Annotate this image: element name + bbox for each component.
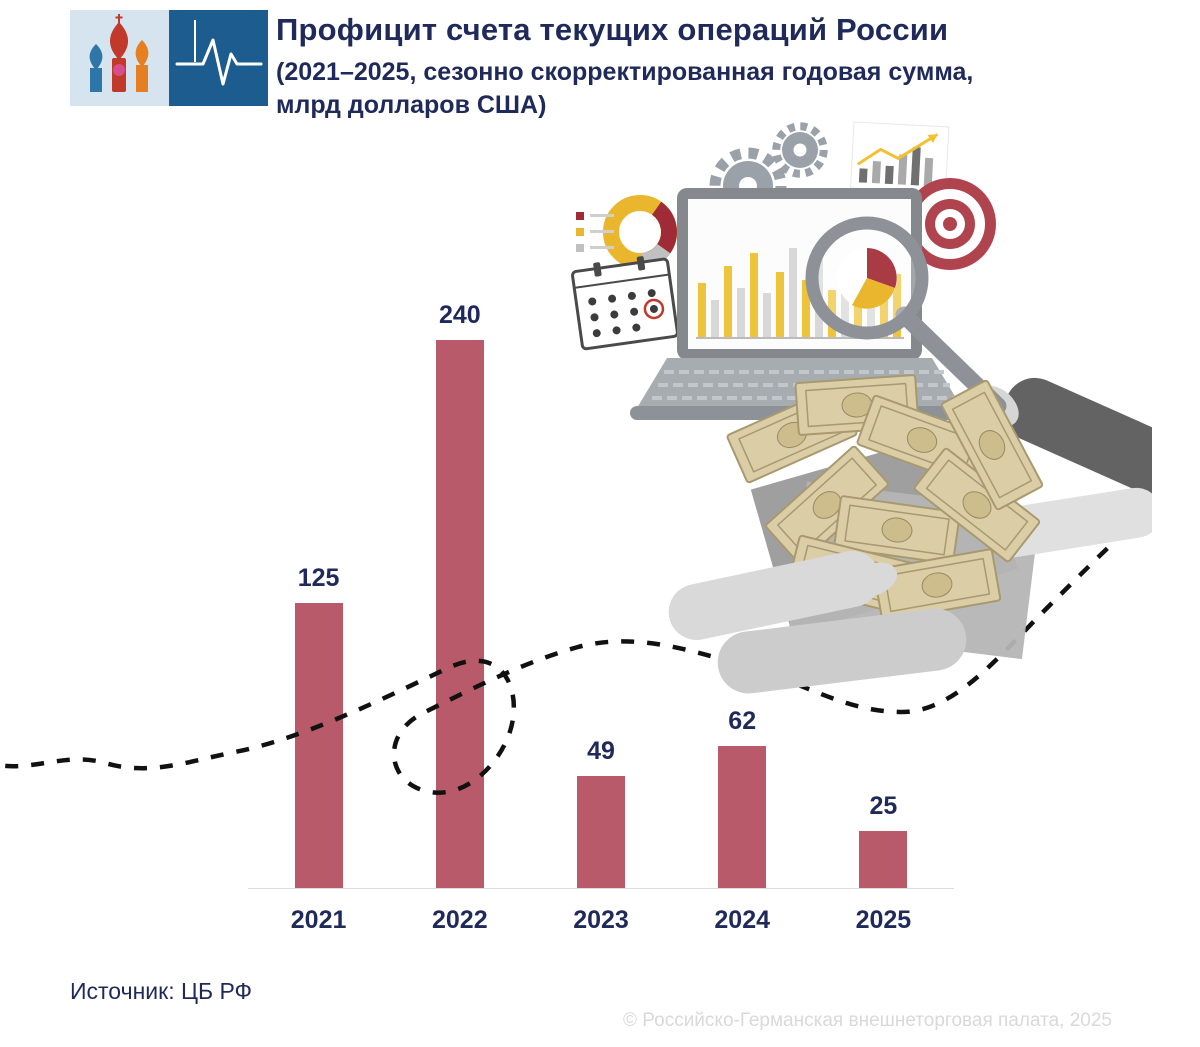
bar-2021 [294, 603, 343, 888]
bar-value-label: 125 [297, 564, 340, 592]
copyright-label: © Российско-Германская внешнеторговая па… [623, 1010, 1112, 1031]
x-tick-label: 2021 [290, 906, 347, 934]
stbasil-cathedral-icon [70, 10, 169, 106]
bar-column: 25 [813, 792, 954, 888]
bar-value-label: 240 [438, 301, 481, 329]
mini-chart-icon [850, 121, 950, 194]
page-title: Профицит счета текущих операций России [276, 12, 949, 47]
bar-value-label: 25 [869, 792, 898, 820]
bar-2022 [435, 340, 484, 888]
hand-illustration [977, 385, 1019, 427]
page-subtitle: (2021–2025, сезонно скорректированная го… [276, 56, 1016, 122]
bar-column: 49 [530, 737, 671, 888]
chart-legend-icon [576, 212, 614, 252]
bar-value-label: 49 [587, 737, 615, 765]
bar-2023 [577, 776, 625, 888]
subtitle-line-1: (2021–2025, сезонно скорректированная го… [276, 58, 974, 86]
x-tick-label: 2022 [431, 906, 488, 934]
bar-2025 [859, 831, 908, 888]
gear-icon [772, 122, 828, 178]
bar-column: 240 [389, 301, 530, 888]
x-tick-label: 2024 [714, 906, 771, 934]
bar-chart: 125 240 49 62 25 [248, 288, 954, 889]
x-tick-label: 2025 [855, 906, 912, 934]
arm-illustration [1003, 377, 1152, 511]
bar-column: 125 [248, 564, 389, 888]
heartbeat-svg [175, 20, 263, 86]
stbasil-cathedral-svg [89, 14, 149, 92]
target-icon [904, 178, 996, 270]
chamber-logo [70, 10, 268, 106]
x-tick-label: 2023 [573, 906, 629, 934]
gear-icon [709, 147, 787, 225]
source-label: Источник: ЦБ РФ [70, 978, 253, 1004]
bar-value-label: 62 [728, 707, 757, 735]
bar-column: 62 [672, 707, 813, 888]
bar-2024 [718, 746, 767, 888]
donut-chart-icon [603, 195, 677, 269]
hand-illustration-right [980, 486, 1152, 558]
x-axis: 2021 2022 2023 2024 2025 [248, 889, 954, 935]
header: Профицит счета текущих операций России (… [276, 12, 1016, 122]
subtitle-line-2: млрд долларов США) [276, 91, 547, 119]
heartbeat-icon [169, 10, 268, 106]
